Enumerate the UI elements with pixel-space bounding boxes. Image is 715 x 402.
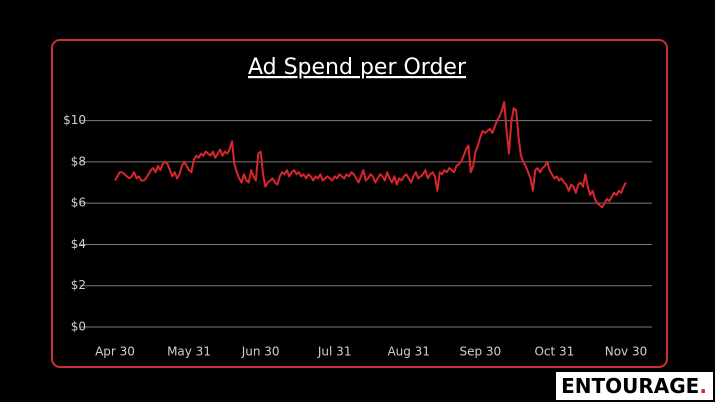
logo-box — [556, 372, 713, 400]
x-tick-label: Sep 30 — [459, 345, 501, 359]
y-tick-label: $8 — [71, 154, 86, 168]
frame — [51, 39, 668, 368]
x-tick-label: May 31 — [167, 345, 211, 359]
x-tick-label: Jul 31 — [317, 345, 352, 359]
y-tick-label: $2 — [71, 278, 86, 292]
x-tick-label: Jun 30 — [241, 345, 280, 359]
y-tick-label: $0 — [71, 320, 86, 334]
y-tick-label: $4 — [71, 237, 86, 251]
logo: ENTOURAGE. — [561, 374, 707, 398]
x-tick-label: Apr 30 — [95, 345, 135, 359]
y-tick-label: $6 — [71, 196, 86, 210]
x-tick-label: Nov 30 — [605, 345, 648, 359]
line — [114, 101, 627, 209]
x-tick-label: Oct 31 — [534, 345, 574, 359]
x-tick-label: Aug 31 — [387, 345, 430, 359]
logo-mark: . — [699, 374, 707, 398]
y-tick-label: $10 — [63, 113, 86, 127]
chart-title: Ad Spend per Order — [248, 55, 467, 80]
logo-name: ENTOURAGE — [561, 374, 699, 398]
